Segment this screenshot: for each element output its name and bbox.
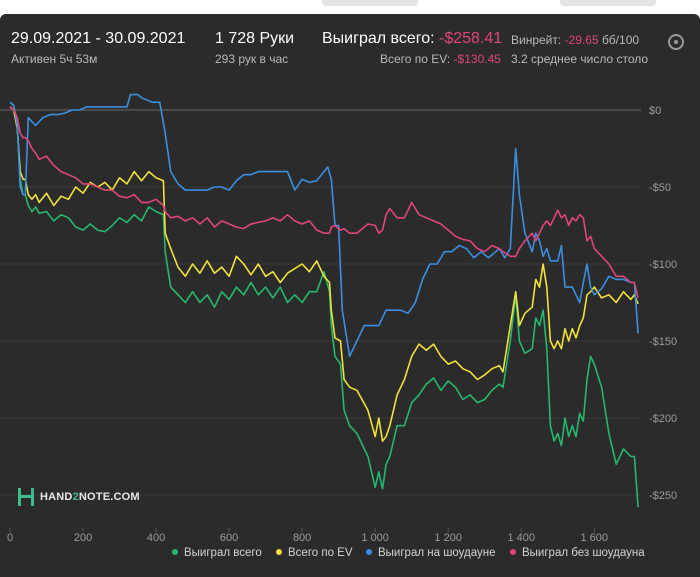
- legend-item-non-showdown[interactable]: Выиграл без шоудауна: [510, 547, 645, 559]
- y-tick-label: $0: [649, 105, 661, 117]
- y-tick-label: -$200: [649, 413, 677, 425]
- top-tab-left[interactable]: [322, 0, 418, 6]
- won-total: Выиграл всего: -$258.41: [322, 30, 502, 48]
- winrate-unit: бб/100: [601, 33, 640, 47]
- active-time: Активен 5ч 53м: [11, 52, 98, 66]
- hands-count: 1 728 Руки: [215, 30, 295, 47]
- y-axis-labels: $0 -$50 -$100 -$150 -$200 -$250: [649, 105, 677, 502]
- winrate: Винрейт: -29.65 бб/100: [511, 33, 639, 47]
- settings-gear-icon[interactable]: [668, 34, 684, 50]
- grid-lines: [0, 109, 641, 532]
- ev-total: Всего по EV: -$130.45: [380, 52, 501, 66]
- y-tick-label: -$150: [649, 336, 677, 348]
- ev-value: -$130.45: [453, 52, 501, 66]
- x-tick-label: 400: [147, 532, 165, 544]
- x-tick-label: 1 400: [507, 532, 535, 544]
- won-total-label: Выиграл всего:: [322, 30, 435, 47]
- date-range: 29.09.2021 - 30.09.2021: [11, 30, 186, 47]
- x-axis-labels: 0 200 400 600 800 1 000 1 200 1 400 1 600: [7, 532, 608, 544]
- legend-item-showdown[interactable]: Выиграл на шоудауне: [366, 547, 496, 559]
- y-tick-label: -$250: [649, 490, 677, 502]
- x-tick-label: 800: [293, 532, 311, 544]
- series-line-1: [9, 106, 639, 442]
- x-tick-label: 1 000: [361, 532, 389, 544]
- hands-per-hour: 293 рук в час: [215, 52, 289, 66]
- legend-item-won-total[interactable]: Выиграл всего: [172, 547, 262, 559]
- legend-item-ev[interactable]: Всего по EV: [276, 547, 353, 559]
- winrate-label: Винрейт:: [511, 33, 562, 47]
- graph-panel: 29.09.2021 - 30.09.2021 Активен 5ч 53м 1…: [0, 14, 700, 577]
- series-lines: [9, 93, 639, 508]
- legend-dot-ev: [276, 549, 282, 555]
- hand2note-logo-icon: [18, 488, 34, 506]
- x-tick-label: 0: [7, 532, 13, 544]
- x-tick-label: 1 200: [434, 532, 462, 544]
- winrate-value: -29.65: [564, 33, 599, 47]
- legend-dot-non-showdown: [510, 549, 516, 555]
- top-tab-right[interactable]: [560, 0, 656, 6]
- series-line-0: [9, 101, 639, 508]
- series-line-2: [9, 93, 639, 358]
- won-total-value: -$258.41: [439, 30, 503, 47]
- x-tick-label: 200: [74, 532, 92, 544]
- avg-tables: 3.2 среднее число столо: [511, 52, 649, 66]
- legend-dot-won-total: [172, 549, 178, 555]
- y-tick-label: -$100: [649, 259, 677, 271]
- y-tick-label: -$50: [649, 182, 671, 194]
- legend-dot-showdown: [366, 549, 372, 555]
- x-tick-label: 1 600: [580, 532, 608, 544]
- ev-label: Всего по EV:: [380, 52, 451, 66]
- x-tick-label: 600: [220, 532, 238, 544]
- hand2note-logo: HAND2NOTE.COM: [18, 488, 140, 506]
- series-line-3: [9, 106, 639, 299]
